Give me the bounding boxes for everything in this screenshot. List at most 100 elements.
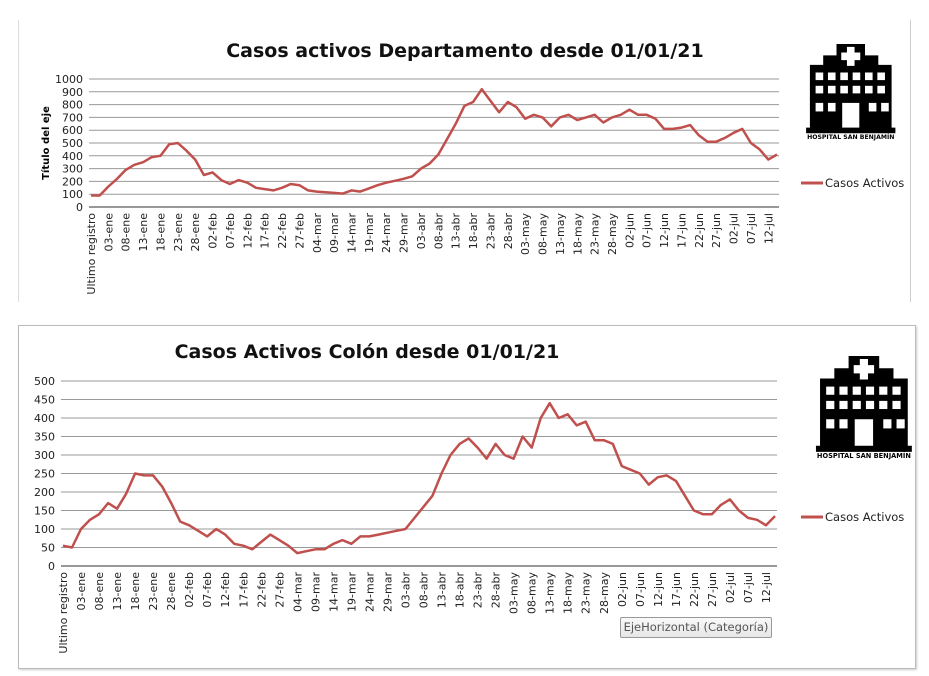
y-tick-label: 150 [34,505,55,518]
hospital-door [842,102,860,128]
legend-label: Casos Activos [825,510,904,524]
x-tick-label: 17-jun [675,213,688,248]
x-tick-label: 27-feb [293,213,306,249]
hospital-window [881,102,889,112]
x-tick-label: 02-feb [207,213,220,249]
x-tick-label: 18-may [571,213,584,255]
y-axis-title: Título del eje [40,106,52,180]
y-tick-label: 800 [62,99,83,112]
y-tick-label: 900 [62,86,83,99]
hospital-window [865,72,873,81]
y-tick-label: 1000 [55,73,83,86]
x-tick-label: 23-ene [147,572,160,611]
series-line-casos-activos [62,401,776,555]
y-tick-label: 300 [62,163,83,176]
x-tick-label: 03-ene [102,213,115,252]
hospital-cross-icon [841,46,861,66]
x-tick-label: 27-feb [273,572,286,608]
hospital-window [892,400,901,410]
x-tick-label: 18-ene [129,572,142,611]
series-line-casos-activos [91,87,778,197]
x-tick-label: 02-jul [724,572,737,603]
x-tick-label: 07-jul [742,572,755,603]
x-tick-label: 09-mar [309,572,322,612]
x-tick-label: 07-jun [634,572,647,607]
x-tick-label: 23-ene [172,213,185,252]
x-tick-label: Ultimo registro [57,572,70,654]
hospital-window [840,72,848,81]
hospital-window [879,400,888,410]
hospital-logo-icon: HOSPITAL SAN BENJAMÍN [806,44,896,141]
y-tick-label: 350 [34,431,55,444]
y-tick-label: 300 [34,449,55,462]
x-tick-label: 17-feb [237,572,250,608]
x-tick-label: 22-jun [693,213,706,248]
y-tick-label: 700 [62,111,83,124]
x-tick-label: 07-feb [224,213,237,249]
line-chart: Casos Activos Colón desde 01/01/21 0 50 100… [34,341,912,654]
hospital-cross-icon [853,359,875,380]
x-tick-label: 29-mar [381,572,394,612]
x-tick-label: 13-may [554,213,567,255]
x-tick-label: 29-mar [398,213,411,253]
hospital-window [826,386,835,395]
x-tick-label: 12-jun [652,572,665,607]
hospital-window [826,400,835,410]
line-chart: Casos activos Departamento desde 01/01/2… [40,40,904,295]
x-tick-label: 22-feb [276,213,289,249]
axis-tooltip-button[interactable]: EjeHorizontal (Categoría) [620,617,772,638]
hospital-window [840,85,848,94]
x-tick-label: 18-may [562,572,575,614]
hospital-logo-text: HOSPITAL SAN BENJAMÍN [817,451,911,460]
hospital-window [839,386,848,395]
x-tick-label: 28-may [598,572,611,614]
x-tick-label: 18-abr [454,572,467,609]
y-tick-label: 450 [34,394,55,407]
x-tick-label: 08-abr [418,572,431,609]
x-tick-label: 17-jun [670,572,683,607]
y-tick-label: 250 [34,468,55,481]
x-tick-label: 08-ene [93,572,106,611]
hospital-window [827,85,836,94]
x-tick-label: 03-abr [399,572,412,609]
x-tick-label: 08-abr [432,213,445,250]
x-tick-label: 27-jun [706,572,719,607]
x-tick-label: 28-ene [165,572,178,611]
x-tick-label: 24-mar [363,572,376,612]
x-tick-label: 27-jun [710,213,723,248]
y-tick-label: 500 [34,375,55,388]
hospital-logo-icon: HOSPITAL SAN BENJAMÍN [815,356,912,460]
x-tick-label: 28-abr [490,572,503,609]
hospital-window [877,85,885,94]
x-tick-label: 08-may [526,572,539,614]
hospital-window [852,400,861,410]
x-tick-label: 04-mar [311,213,324,253]
x-tick-label: 07-feb [201,572,214,608]
hospital-window [827,102,836,112]
x-tick-label: 18-ene [154,213,167,252]
x-tick-label: 14-mar [327,572,340,612]
y-tick-label: 50 [41,542,55,555]
x-tick-label: 02-jun [623,213,636,248]
hospital-window [865,400,875,410]
hospital-window [815,102,824,112]
x-tick-label: 02-jul [728,213,741,244]
y-tick-label: 400 [62,150,83,163]
x-tick-label: 02-jun [616,572,629,607]
x-tick-label: 03-ene [75,572,88,611]
x-tick-label: 09-mar [328,213,341,253]
hospital-logo-text: HOSPITAL SAN BENJAMÍN [807,132,894,141]
x-tick-label: 13-abr [450,213,463,250]
x-tick-label: 12-feb [219,572,232,608]
x-tick-label: 13-may [544,572,557,614]
y-tick-label: 0 [48,560,55,573]
hospital-window [839,419,848,429]
x-tick-label: 24-mar [380,213,393,253]
x-tick-label: 13-ene [111,572,124,611]
chart-panel-colon[interactable]: Casos Activos Colón desde 01/01/21 0 50 100… [18,325,916,669]
x-tick-label: 14-mar [346,213,359,253]
hospital-window [868,102,877,112]
x-tick-label: 12-jun [658,213,671,248]
x-tick-label: 13-abr [436,572,449,609]
chart-title: Casos Activos Colón desde 01/01/21 [175,341,560,363]
